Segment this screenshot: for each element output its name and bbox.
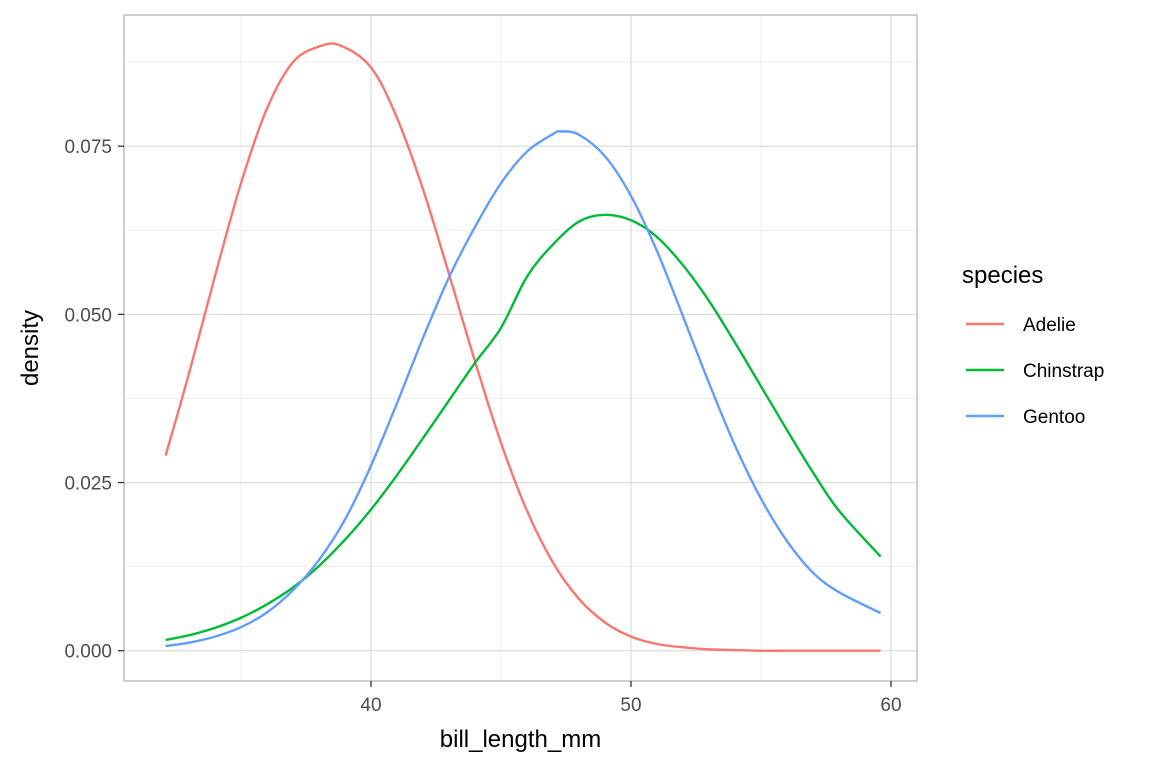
plot-background (124, 15, 917, 681)
y-axis-title: density (17, 310, 44, 386)
legend-item-chinstrap: Chinstrap (966, 361, 1104, 382)
legend-title: species (962, 262, 1043, 289)
legend-item-adelie: Adelie (966, 315, 1076, 336)
x-tick-label: 40 (360, 695, 381, 716)
x-axis-title: bill_length_mm (440, 726, 601, 753)
series-line-gentoo (165, 130, 882, 648)
y-tick-label: 0.000 (64, 642, 112, 663)
legend: species Adelie Chinstrap Gentoo (962, 262, 1104, 428)
y-tick-label: 0.075 (64, 137, 112, 158)
x-axis: 40 50 60 (360, 681, 902, 716)
plot-border (123, 14, 918, 682)
series-line-adelie (164, 42, 881, 652)
legend-label: Chinstrap (1023, 361, 1104, 382)
series-line-chinstrap (165, 213, 882, 642)
y-axis: 0.000 0.025 0.050 0.075 (64, 137, 124, 663)
grid-minor (124, 15, 917, 681)
legend-label: Gentoo (1023, 407, 1085, 428)
y-tick-label: 0.050 (64, 305, 112, 326)
x-tick-label: 50 (620, 695, 641, 716)
y-tick-label: 0.025 (64, 474, 112, 495)
legend-label: Adelie (1023, 315, 1076, 336)
legend-items: Adelie Chinstrap Gentoo (966, 315, 1104, 428)
grid-major (124, 15, 917, 681)
legend-item-gentoo: Gentoo (966, 407, 1085, 428)
series-layer (164, 42, 882, 652)
x-tick-label: 60 (880, 695, 901, 716)
